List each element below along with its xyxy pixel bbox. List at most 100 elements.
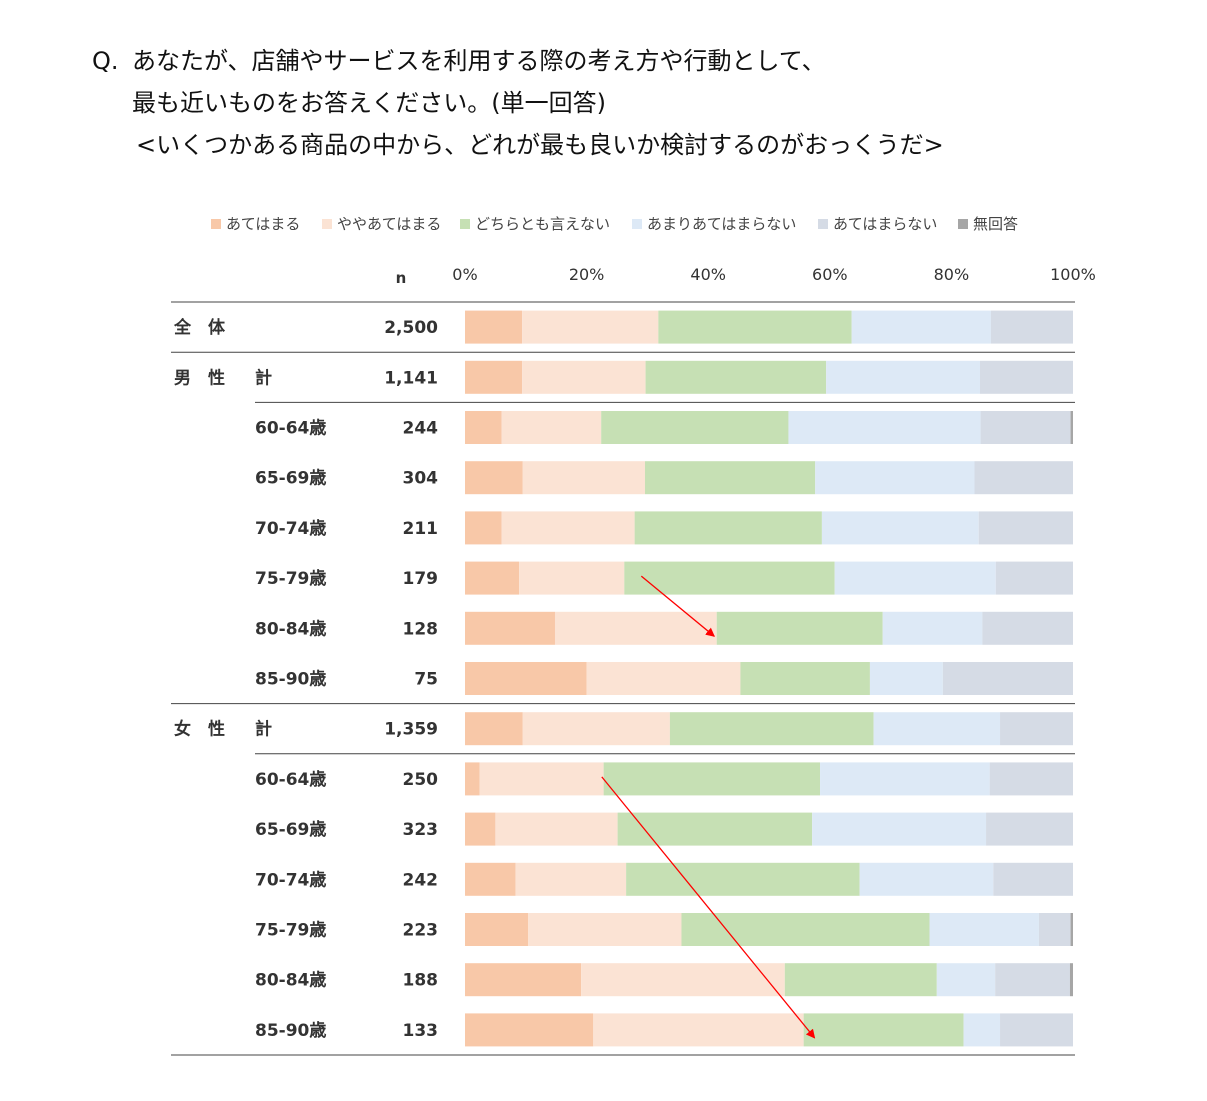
legend-label: あてはまる	[226, 215, 300, 233]
bar-segment	[978, 511, 1073, 545]
row-sub-label: 75-79歳	[255, 920, 326, 941]
bar-segment	[995, 561, 1073, 595]
bar-segment	[986, 812, 1073, 846]
n-column-header: n	[396, 269, 407, 287]
bar-segment	[820, 762, 990, 796]
legend-swatch	[211, 219, 221, 229]
legend-swatch	[632, 219, 642, 229]
bar-segment	[624, 561, 835, 595]
bar-segment	[586, 662, 741, 695]
row-sub-label: 80-84歳	[255, 618, 326, 639]
legend-item: どちらとも言えない	[460, 215, 610, 233]
bar-segment	[465, 310, 523, 344]
row-sub-label: 75-79歳	[255, 568, 326, 589]
bar-segment	[1000, 1013, 1073, 1047]
bars	[465, 310, 1073, 1047]
row-sub-label: 65-69歳	[255, 468, 326, 489]
trend-arrows	[601, 575, 816, 1039]
bar-segment	[465, 360, 523, 394]
bar-segment	[788, 411, 981, 444]
trend-arrow	[601, 776, 816, 1039]
bar-segment	[644, 461, 816, 495]
question-line-1-text: あなたが、店舗やサービスを利用する際の考え方や行動として、	[132, 47, 826, 75]
row-group-label: 女 性	[174, 719, 225, 740]
legend-swatch	[958, 219, 968, 229]
row-n-value: 75	[414, 670, 438, 690]
bar-segment	[803, 1013, 964, 1047]
x-tick-label: 100%	[1050, 265, 1096, 284]
legend-item: あてはまる	[211, 215, 300, 233]
row-n-value: 211	[403, 519, 439, 539]
question-prefix: Q.	[92, 47, 119, 75]
bar-segment	[882, 611, 983, 645]
bar-segment	[936, 963, 996, 997]
bar-segment	[465, 461, 523, 495]
bar-segment	[626, 862, 860, 896]
bar-segment	[658, 310, 852, 344]
trend-arrow	[640, 575, 715, 637]
bar-segment	[1000, 712, 1073, 746]
bar-segment	[873, 712, 1001, 746]
legend-swatch	[460, 219, 470, 229]
legend-item: あまりあてはまらない	[632, 215, 796, 233]
bar-segment	[980, 411, 1071, 444]
x-tick-label: 0%	[452, 265, 477, 284]
row-n-value: 133	[403, 1021, 439, 1041]
bar-segment	[603, 762, 821, 796]
bar-segment	[465, 511, 502, 545]
bar-segment	[995, 963, 1070, 997]
legend-item: ややあてはまる	[322, 215, 441, 233]
bar-segment	[465, 561, 520, 595]
bar-segment	[982, 611, 1073, 645]
x-tick-label: 40%	[690, 265, 726, 284]
x-tick-label: 60%	[812, 265, 848, 284]
question-line-1: Q. あなたが、店舗やサービスを利用する際の考え方や行動として、	[92, 40, 944, 82]
bar-segment	[740, 662, 870, 695]
row-n-value: 1,141	[384, 368, 438, 388]
legend-label: あまりあてはまらない	[647, 215, 796, 233]
question-line-2: 最も近いものをお答えください。(単一回答)	[132, 89, 607, 117]
legend: あてはまる ややあてはまる どちらとも言えない あまりあてはまらない あてはまらない 無回…	[211, 215, 1018, 233]
x-tick-label: 80%	[934, 265, 970, 284]
bar-segment	[929, 913, 1039, 946]
bar-segment	[501, 511, 635, 545]
bar-segment	[465, 762, 480, 796]
bar-segment	[465, 1013, 594, 1047]
row-n-value: 128	[403, 619, 439, 639]
row-sub-label: 60-64歳	[255, 418, 326, 439]
legend-label: ややあてはまる	[337, 215, 441, 233]
bar-segment	[1038, 913, 1071, 946]
bar-segment	[812, 812, 987, 846]
bar-segment	[942, 662, 1073, 695]
x-tick-label: 20%	[569, 265, 605, 284]
bar-segment	[979, 360, 1073, 394]
row-sub-label: 計	[255, 719, 272, 740]
row-sub-label: 85-90歳	[255, 1020, 326, 1041]
row-group-label: 男 性	[174, 367, 225, 388]
row-sub-label: 計	[255, 367, 272, 388]
x-axis: n 0% 20% 40% 60% 80% 100%	[396, 265, 1096, 287]
legend-swatch	[818, 219, 828, 229]
row-sub-label: 60-64歳	[255, 769, 326, 790]
bar-segment	[1070, 913, 1073, 946]
chart-rows: 全 体 2,500男 性計 1,14160-64歳 24465-69歳 30470-74…	[171, 301, 1075, 1056]
bar-segment	[869, 662, 943, 695]
legend-swatch	[322, 219, 332, 229]
bar-segment	[528, 913, 682, 946]
bar-segment	[974, 461, 1073, 495]
row-sub-label: 70-74歳	[255, 869, 326, 890]
legend-label: どちらとも言えない	[475, 215, 610, 233]
legend-label: あてはまらない	[833, 215, 937, 233]
bar-segment	[1069, 963, 1073, 997]
bar-segment	[554, 611, 717, 645]
bar-segment	[519, 561, 625, 595]
legend-item: 無回答	[958, 215, 1018, 233]
bar-segment	[465, 712, 523, 746]
row-n-value: 323	[403, 820, 439, 840]
bar-segment	[601, 411, 789, 444]
bar-segment	[784, 963, 937, 997]
bar-segment	[479, 762, 604, 796]
row-n-value: 1,359	[384, 720, 438, 740]
bar-segment	[465, 862, 516, 896]
row-n-value: 179	[403, 569, 439, 589]
